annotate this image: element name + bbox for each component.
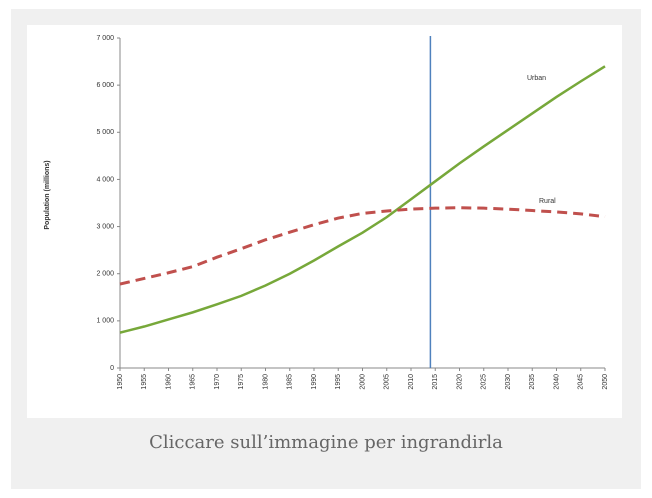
y-tick-label: 5 000 xyxy=(96,129,114,136)
x-tick-label: 2010 xyxy=(408,374,415,390)
y-tick-label: 7 000 xyxy=(96,35,114,42)
y-tick-label: 3 000 xyxy=(96,223,114,230)
x-tick-label: 2020 xyxy=(456,374,463,390)
x-tick-label: 2050 xyxy=(602,374,609,390)
y-tick-label: 1 000 xyxy=(96,318,114,325)
x-tick-label: 1980 xyxy=(262,374,269,390)
y-axis-label: Population (millions) xyxy=(44,160,51,229)
x-tick-label: 2025 xyxy=(481,374,488,390)
x-tick-label: 1955 xyxy=(141,374,148,390)
x-tick-label: 2000 xyxy=(359,374,366,390)
x-tick-label: 1965 xyxy=(190,374,197,390)
x-tick-label: 1970 xyxy=(214,374,221,390)
y-tick-label: 2 000 xyxy=(96,271,114,278)
x-tick-label: 1990 xyxy=(311,374,318,390)
y-tick-label: 6 000 xyxy=(96,82,114,89)
y-tick-label: 0 xyxy=(110,365,114,372)
x-tick-label: 2040 xyxy=(553,374,560,390)
x-tick-label: 2015 xyxy=(432,374,439,390)
y-tick-label: 4 000 xyxy=(96,176,114,183)
x-tick-label: 2005 xyxy=(384,374,391,390)
caption[interactable]: Cliccare sull’immagine per ingrandirla xyxy=(149,432,503,453)
series-line xyxy=(119,206,606,286)
x-tick-label: 1975 xyxy=(238,374,245,390)
series-label: Urban xyxy=(527,75,546,82)
x-tick-label: 2030 xyxy=(505,374,512,390)
series-label: Rural xyxy=(539,198,556,205)
x-tick-label: 2035 xyxy=(529,374,536,390)
chart: Population (millions) 0 1 000 2 000 3 000 4 … xyxy=(27,25,622,418)
x-tick-label: 1950 xyxy=(117,374,124,390)
series-line xyxy=(119,65,606,334)
x-tick-label: 1995 xyxy=(335,374,342,390)
x-tick-label: 1985 xyxy=(287,374,294,390)
x-tick-label: 1960 xyxy=(165,374,172,390)
x-tick-label: 2045 xyxy=(578,374,585,390)
